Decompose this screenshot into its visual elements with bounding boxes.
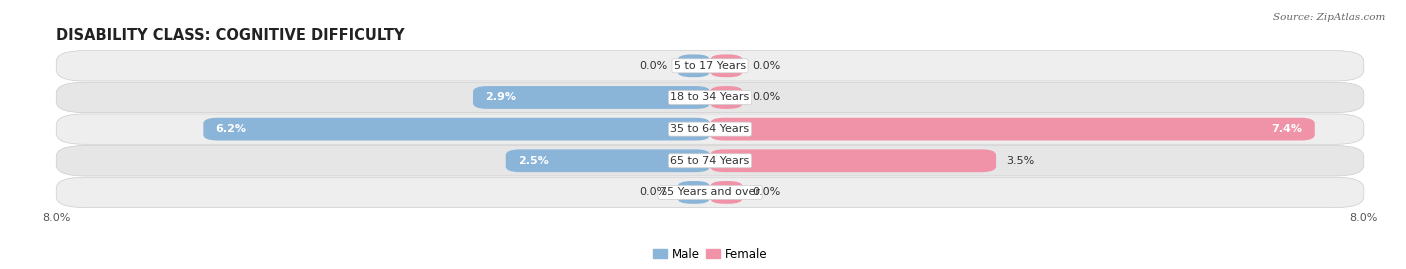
Text: 35 to 64 Years: 35 to 64 Years [671,124,749,134]
Text: 65 to 74 Years: 65 to 74 Years [671,156,749,166]
FancyBboxPatch shape [506,149,710,172]
Text: 6.2%: 6.2% [215,124,246,134]
Text: DISABILITY CLASS: COGNITIVE DIFFICULTY: DISABILITY CLASS: COGNITIVE DIFFICULTY [56,28,405,43]
Text: 2.9%: 2.9% [485,93,516,102]
FancyBboxPatch shape [710,149,995,172]
FancyBboxPatch shape [678,181,710,204]
FancyBboxPatch shape [56,146,1364,176]
FancyBboxPatch shape [56,114,1364,144]
FancyBboxPatch shape [472,86,710,109]
Text: Source: ZipAtlas.com: Source: ZipAtlas.com [1272,13,1385,22]
Text: 5 to 17 Years: 5 to 17 Years [673,61,747,71]
FancyBboxPatch shape [678,54,710,77]
Text: 3.5%: 3.5% [1005,156,1035,166]
Text: 0.0%: 0.0% [640,187,668,197]
FancyBboxPatch shape [204,118,710,140]
FancyBboxPatch shape [710,181,742,204]
Text: 0.0%: 0.0% [752,93,780,102]
Text: 2.5%: 2.5% [517,156,548,166]
FancyBboxPatch shape [710,54,742,77]
FancyBboxPatch shape [56,51,1364,81]
Text: 75 Years and over: 75 Years and over [659,187,761,197]
Legend: Male, Female: Male, Female [648,243,772,265]
FancyBboxPatch shape [56,82,1364,113]
Text: 7.4%: 7.4% [1271,124,1302,134]
FancyBboxPatch shape [56,177,1364,208]
FancyBboxPatch shape [710,118,1315,140]
FancyBboxPatch shape [710,86,742,109]
Text: 0.0%: 0.0% [752,61,780,71]
Text: 18 to 34 Years: 18 to 34 Years [671,93,749,102]
Text: 0.0%: 0.0% [640,61,668,71]
Text: 0.0%: 0.0% [752,187,780,197]
